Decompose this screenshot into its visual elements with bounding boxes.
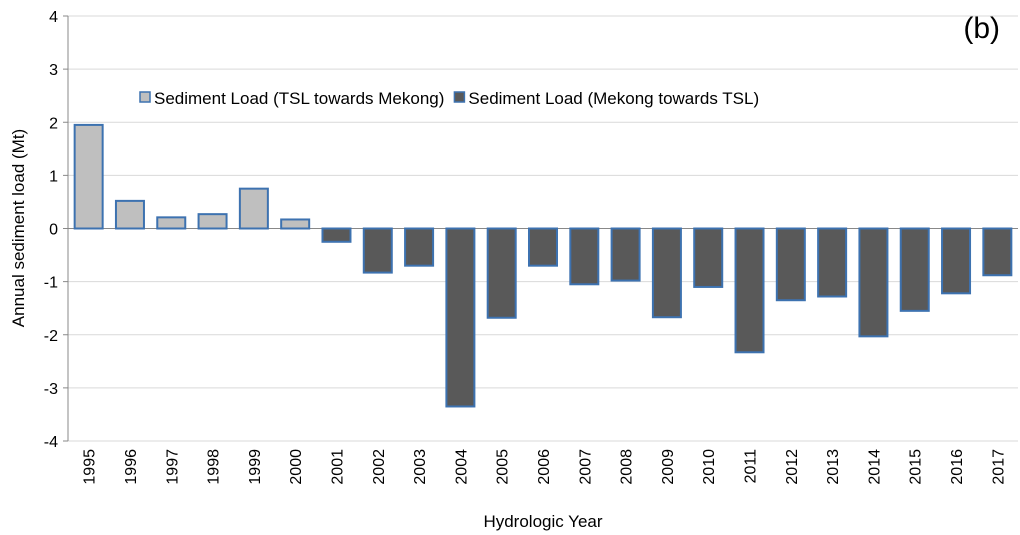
x-tick-label: 2014 — [866, 449, 883, 485]
bar — [858, 227, 889, 338]
bar — [734, 227, 765, 354]
bar — [73, 123, 104, 230]
x-tick-label: 2005 — [495, 449, 512, 485]
x-tick-label: 2000 — [288, 449, 305, 485]
bar — [404, 227, 435, 267]
bar — [651, 227, 682, 319]
y-tick-label: -4 — [44, 434, 58, 451]
x-tick-label: 2012 — [784, 449, 801, 485]
x-tick-label: 2016 — [949, 449, 966, 485]
legend-label: Sediment Load (TSL towards Mekong) — [154, 89, 444, 108]
bar — [486, 227, 517, 319]
bar — [445, 227, 476, 408]
y-tick-label: -2 — [44, 328, 58, 345]
y-tick-label: 0 — [49, 222, 58, 239]
y-tick-label: 4 — [49, 9, 58, 26]
bar — [114, 199, 145, 230]
legend-swatch — [453, 91, 466, 103]
x-tick-label: 2017 — [990, 449, 1007, 485]
x-tick-label: 2001 — [329, 449, 346, 485]
bar — [941, 227, 972, 295]
x-tick-label: 2002 — [371, 449, 388, 485]
x-tick-label: 1999 — [247, 449, 264, 485]
x-tick-label: 2010 — [701, 449, 718, 485]
bar — [610, 227, 641, 282]
y-axis-title: Annual sediment load (Mt) — [9, 129, 28, 327]
bar — [817, 227, 848, 298]
x-tick-label: 2006 — [536, 449, 553, 485]
annotation: (b) — [963, 12, 1000, 45]
x-tick-label: 2009 — [660, 449, 677, 485]
y-tick-label: 2 — [49, 115, 58, 132]
x-tick-label: 1996 — [123, 449, 140, 485]
y-tick-label: -1 — [44, 275, 58, 292]
bar — [238, 187, 269, 230]
bar — [899, 227, 930, 312]
x-tick-label: 1995 — [82, 449, 99, 485]
bar — [775, 227, 806, 302]
y-tick-label: -3 — [44, 381, 58, 398]
x-tick-label: 1998 — [206, 449, 223, 485]
bar — [197, 213, 228, 230]
x-tick-label: 2013 — [825, 449, 842, 485]
bar — [321, 227, 352, 243]
x-tick-label: 2004 — [453, 449, 470, 485]
x-tick-label: 1997 — [164, 449, 181, 485]
y-tick-label: 3 — [49, 62, 58, 79]
bar — [528, 227, 558, 267]
y-tick-label: 1 — [49, 168, 58, 185]
bar — [280, 218, 311, 230]
bar — [982, 227, 1013, 277]
bar — [362, 227, 393, 274]
legend-swatch — [139, 91, 151, 103]
bar — [693, 227, 724, 288]
x-tick-label: 2011 — [743, 449, 760, 484]
x-tick-label: 2007 — [577, 449, 594, 485]
x-tick-label: 2003 — [412, 449, 429, 485]
bar — [569, 227, 600, 286]
bar — [156, 216, 187, 230]
x-axis-title: Hydrologic Year — [483, 512, 602, 531]
x-tick-label: 2015 — [908, 449, 925, 485]
x-tick-label: 2008 — [619, 449, 636, 485]
legend-label: Sediment Load (Mekong towards TSL) — [468, 89, 759, 108]
